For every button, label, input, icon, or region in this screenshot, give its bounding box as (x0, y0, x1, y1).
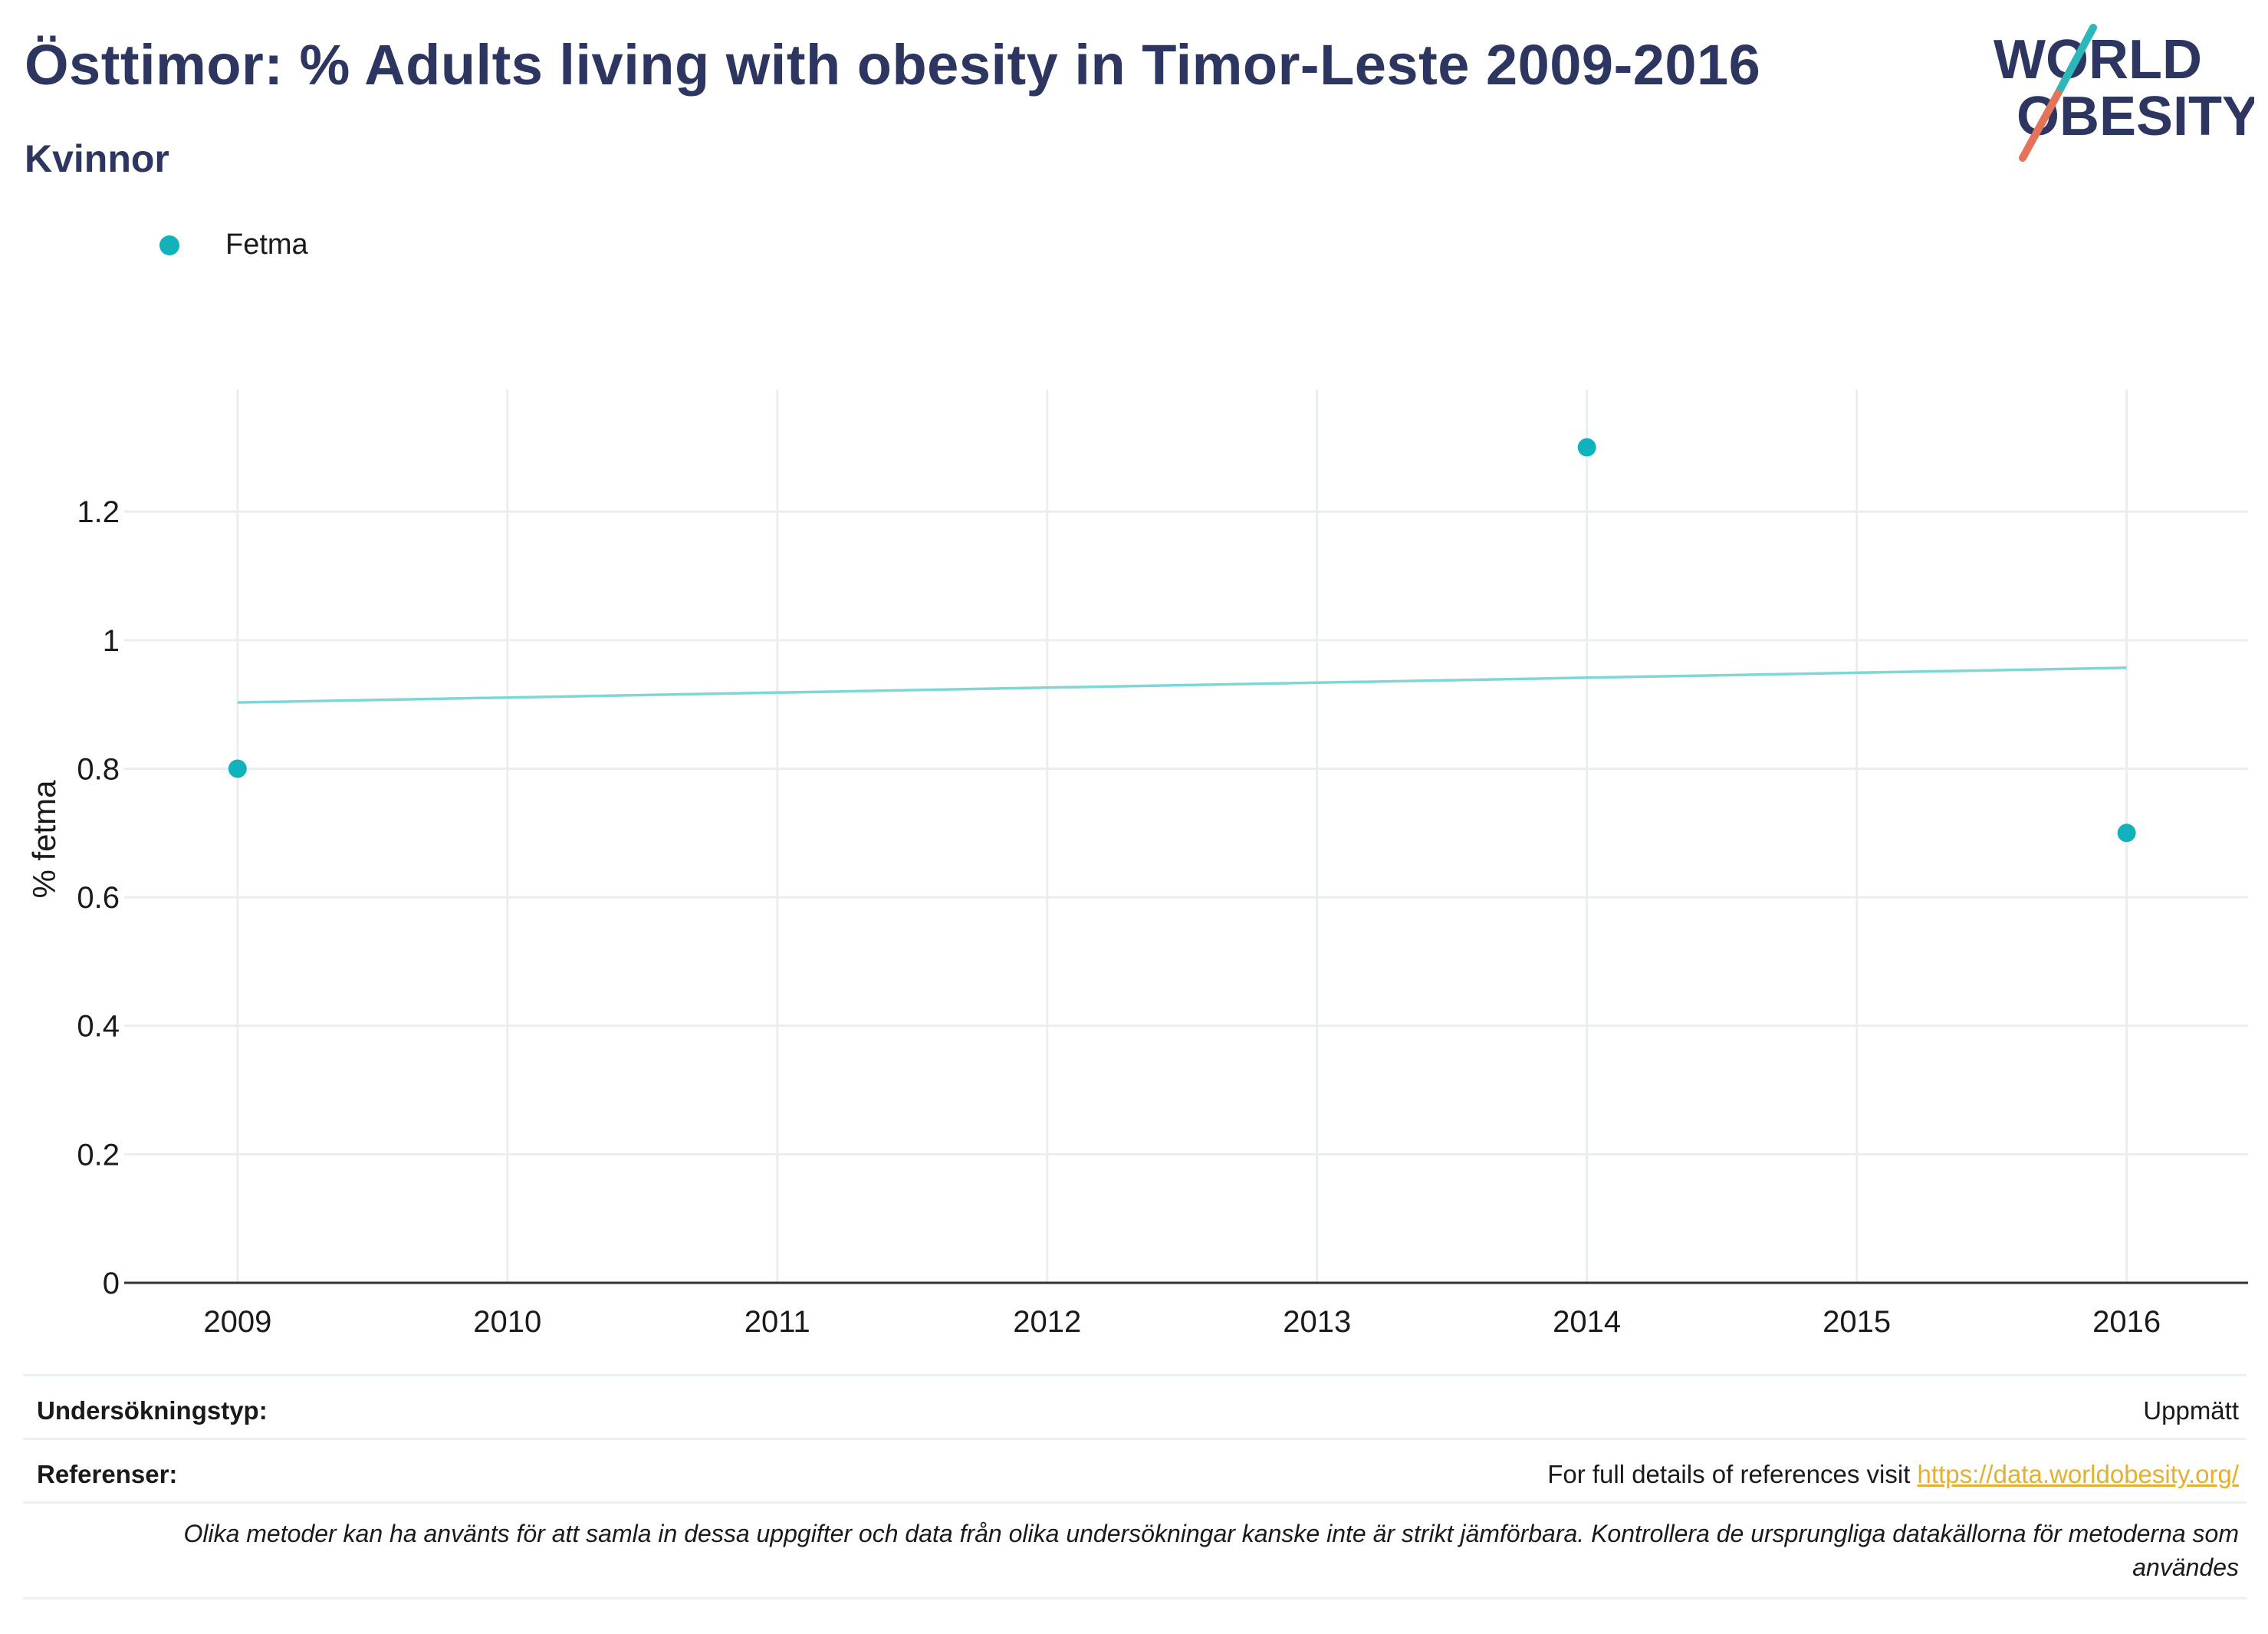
trend-line (237, 666, 2127, 704)
references-label: Referenser: (37, 1460, 178, 1488)
legend[interactable]: Fetma (159, 228, 308, 261)
chart-subtitle: Kvinnor (25, 137, 169, 180)
info-divider (23, 1597, 2247, 1599)
methodology-note: Olika metoder kan ha använts för att sam… (183, 1520, 2239, 1581)
info-divider (23, 1438, 2247, 1440)
y-tick-label: 0.8 (77, 752, 120, 786)
data-points (228, 438, 2136, 843)
legend-label: Fetma (225, 228, 308, 261)
trend-line-group (237, 666, 2127, 704)
y-axis-ticks: 0 0.2 0.4 0.6 0.8 1 1.2 (77, 495, 120, 1300)
x-tick-label: 2013 (1283, 1305, 1351, 1339)
data-point (1577, 438, 1596, 457)
world-obesity-logo: WORLD OBESITY (1994, 24, 2254, 162)
data-point (228, 759, 247, 778)
x-tick-label: 2015 (1823, 1305, 1891, 1339)
references-row: Referenser: For full details of referenc… (37, 1453, 2239, 1496)
logo-word-world: WORLD (1994, 29, 2202, 90)
x-tick-label: 2009 (203, 1305, 271, 1339)
data-point (2117, 824, 2136, 843)
y-axis-label: % fetma (26, 780, 62, 899)
logo-slash-teal (2054, 24, 2097, 97)
references-text: For full details of references visit (1547, 1460, 1918, 1488)
survey-type-row: Undersökningstyp: Uppmätt (37, 1389, 2239, 1432)
info-divider (23, 1374, 2247, 1376)
y-tick-label: 0.2 (77, 1138, 120, 1172)
y-tick-label: 0 (103, 1267, 120, 1300)
logo-slash-coral (2019, 90, 2062, 162)
grid-lines (124, 390, 2248, 1283)
legend-marker (159, 235, 179, 255)
y-tick-label: 0.4 (77, 1010, 120, 1044)
references-value: For full details of references visit htt… (1547, 1460, 2239, 1489)
x-tick-label: 2014 (1553, 1305, 1621, 1339)
y-tick-label: 1.2 (77, 495, 120, 529)
references-link[interactable]: https://data.worldobesity.org/ (1917, 1460, 2239, 1488)
x-tick-label: 2012 (1013, 1305, 1081, 1339)
info-divider (23, 1501, 2247, 1504)
y-tick-label: 0.6 (77, 881, 120, 915)
x-tick-label: 2011 (744, 1305, 810, 1339)
y-tick-label: 1 (103, 624, 120, 658)
x-axis-ticks: 2009 2010 2011 2012 2013 2014 2015 2016 (203, 1305, 2161, 1339)
survey-type-value: Uppmätt (2143, 1396, 2239, 1425)
chart-title: Östtimor: % Adults living with obesity i… (25, 33, 1761, 97)
x-tick-label: 2016 (2092, 1305, 2161, 1339)
x-tick-label: 2010 (473, 1305, 541, 1339)
survey-type-label: Undersökningstyp: (37, 1396, 268, 1425)
